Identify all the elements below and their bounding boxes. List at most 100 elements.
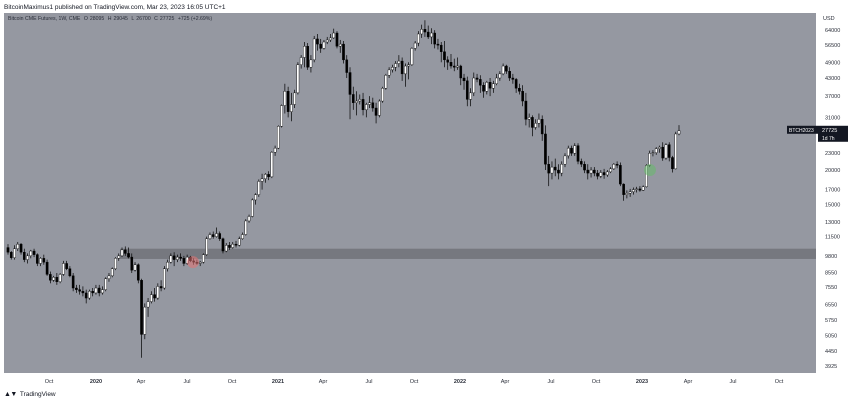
candle-body [94, 287, 98, 294]
price-tick-label: 17000 [825, 188, 840, 194]
candle-body [218, 233, 222, 239]
candle-body [211, 234, 215, 237]
candle-body [156, 286, 160, 299]
candle-body [371, 102, 375, 109]
candle-body [78, 289, 81, 292]
ohlc-high-value: 29045 [113, 16, 128, 22]
candle-body [62, 263, 65, 275]
candle-body [488, 82, 492, 89]
candle-body [511, 77, 515, 80]
time-axis[interactable] [4, 373, 816, 386]
price-tick-label: 9800 [825, 254, 837, 260]
ohlc-close-value: 27725 [159, 16, 175, 22]
candle-body [267, 174, 270, 178]
candle-body [296, 64, 300, 94]
candle-body [163, 268, 166, 289]
publisher-header: BitcoinMaximus1 published on TradingView… [4, 4, 226, 11]
candle-body [472, 77, 476, 94]
candle-body [228, 245, 231, 248]
candle-body [514, 79, 518, 89]
candle-body [579, 161, 583, 165]
candle-body [224, 245, 228, 252]
candle-body [325, 39, 329, 43]
price-tag-value: 27725 [822, 128, 837, 134]
time-tick-label: 2022 [454, 379, 466, 385]
candle-body [176, 256, 179, 260]
candle-body [101, 289, 104, 294]
candle-body [342, 43, 345, 61]
candle-body [452, 65, 456, 68]
footer: ▲▼ TradingView [4, 388, 56, 402]
time-tick-label: 2021 [272, 379, 284, 385]
candle-body [345, 59, 349, 73]
candle-body [9, 252, 13, 258]
time-tick-label: Oct [45, 379, 54, 385]
candle-body [283, 91, 287, 106]
time-tick-label: Apr [319, 379, 328, 385]
candle-body [39, 258, 42, 264]
candle-body [492, 83, 495, 89]
candle-body [250, 199, 254, 217]
candle-body [120, 249, 124, 257]
candle-body [677, 130, 681, 135]
candle-body [117, 255, 121, 259]
candle-body [97, 287, 101, 294]
candle-body [329, 37, 332, 41]
candle-body [19, 243, 23, 253]
candle-body [338, 43, 342, 47]
price-tick-label: 8550 [825, 270, 837, 276]
candle-body [619, 165, 622, 185]
candle-body [654, 148, 658, 153]
candle-body [355, 100, 358, 103]
candle-body [625, 192, 629, 195]
candle-body [635, 188, 638, 190]
price-axis[interactable] [816, 13, 850, 386]
time-tick-label: 2020 [90, 379, 102, 385]
candle-body [465, 80, 469, 100]
candle-body [449, 62, 453, 67]
candle-body [169, 255, 173, 263]
chart-area[interactable] [4, 13, 816, 386]
candle-body [332, 32, 336, 39]
candle-body [394, 63, 397, 68]
ohlc-low-label: L [131, 16, 135, 22]
candle-body [153, 294, 156, 299]
time-tick-label: 2023 [636, 379, 648, 385]
price-tick-label: 5750 [825, 318, 837, 324]
green-highlight-circle [644, 164, 656, 177]
price-tick-label: 6550 [825, 302, 837, 308]
candle-body [430, 32, 433, 38]
candle-body [146, 301, 150, 308]
candle-body [312, 38, 316, 61]
candle-body [205, 238, 208, 255]
candle-body [586, 169, 590, 174]
candle-body [576, 145, 580, 162]
candle-body [667, 144, 671, 158]
candle-body [606, 171, 609, 176]
ohlc-low-value: 26700 [136, 16, 151, 22]
candle-body [609, 168, 612, 173]
candle-body [303, 46, 306, 58]
candle-body [316, 38, 319, 45]
candle-body [540, 119, 544, 135]
candle-body [381, 88, 384, 102]
candle-body [508, 70, 511, 79]
price-tick-label: 7550 [825, 285, 837, 291]
candle-body [469, 92, 472, 100]
candle-body [16, 243, 20, 249]
candle-body [273, 147, 277, 153]
candle-body [459, 65, 463, 79]
time-tick-label: Apr [684, 379, 693, 385]
candle-body [674, 133, 678, 170]
candle-body [133, 264, 137, 271]
candle-body [130, 256, 134, 271]
candle-body [537, 119, 541, 124]
candle-body [641, 186, 645, 191]
symbol-title: Bitcoin CME Futures, 1W, CME [8, 16, 81, 22]
price-tick-label: 43000 [825, 76, 840, 82]
candle-body [55, 277, 59, 282]
candle-body [446, 59, 450, 63]
candle-body [658, 146, 661, 149]
candle-body [602, 172, 606, 176]
candle-body [306, 46, 309, 68]
